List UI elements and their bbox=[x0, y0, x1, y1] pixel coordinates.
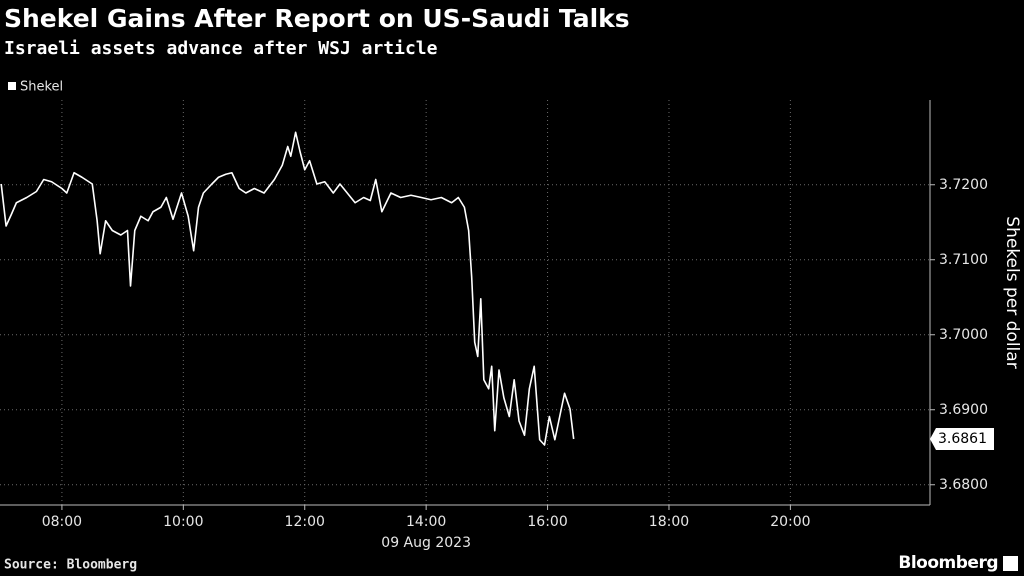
y-tick-label: 3.7000 bbox=[939, 327, 988, 343]
x-axis-label: 09 Aug 2023 bbox=[381, 535, 471, 551]
y-tick-label: 3.7100 bbox=[939, 252, 988, 268]
x-tick-label: 12:00 bbox=[285, 514, 325, 530]
source: Source: Bloomberg bbox=[4, 558, 137, 573]
y-tick-label: 3.7200 bbox=[939, 177, 988, 193]
y-tick-label: 3.6900 bbox=[939, 402, 988, 418]
last-value-label: 3.6861 bbox=[938, 431, 987, 447]
brand: Bloomberg bbox=[898, 553, 998, 573]
y-axis-label: Shekels per dollar bbox=[1002, 216, 1022, 368]
legend-label: Shekel bbox=[20, 80, 63, 95]
x-tick-label: 14:00 bbox=[406, 514, 446, 530]
chart-title: Shekel Gains After Report on US-Saudi Ta… bbox=[4, 4, 630, 33]
legend-swatch bbox=[8, 82, 16, 90]
brand-mark bbox=[1003, 556, 1018, 571]
x-tick-label: 18:00 bbox=[649, 514, 689, 530]
last-value-box bbox=[930, 428, 994, 450]
x-tick-label: 10:00 bbox=[163, 514, 203, 530]
line-series bbox=[0, 131, 575, 446]
chart-subtitle: Israeli assets advance after WSJ article bbox=[4, 38, 438, 59]
x-tick-label: 20:00 bbox=[770, 514, 810, 530]
x-tick-label: 08:00 bbox=[42, 514, 82, 530]
y-tick-label: 3.6800 bbox=[939, 477, 988, 493]
x-tick-label: 16:00 bbox=[527, 514, 567, 530]
